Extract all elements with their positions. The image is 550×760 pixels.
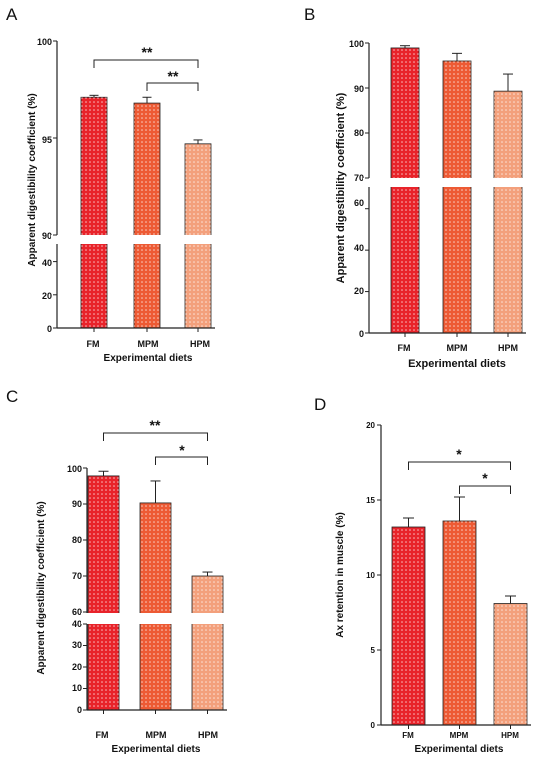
panel-d-tick-label-10: 10: [366, 571, 375, 580]
panel-d-significance-bracket-1: [408, 461, 511, 470]
panel-b-x-label-hpm: HPM: [498, 343, 518, 353]
panel-b-tick-label-20: 20: [354, 286, 364, 296]
panel-d-x-label-fm: FM: [402, 731, 414, 740]
panel-c-tick-label-30: 30: [72, 640, 82, 650]
panel-a-chart: A 100 95 90 40 20 0 FM MPM HPM Experimen…: [6, 5, 215, 364]
panel-c-bar-fm-texture: [88, 475, 119, 710]
panel-c-x-label-fm: FM: [96, 730, 109, 740]
panel-c-y-axis-title: Apparent digestibility coefficient (%): [36, 501, 47, 674]
panel-c-significance-bracket-1: [103, 432, 208, 441]
panel-a-tick-label-20: 20: [42, 291, 52, 301]
panel-c-bar-mpm-texture: [140, 502, 171, 710]
panel-c-x-axis-title: Experimental diets: [112, 744, 201, 755]
panel-b-bars: [390, 47, 523, 334]
panel-c-axis-break: [81, 613, 227, 624]
panel-b-chart: B 100 90 80 70 60 40 20 0 FM MPM HPM Exp…: [304, 5, 526, 370]
panel-b-tick-label-0: 0: [359, 329, 364, 339]
panel-d-bars: [391, 520, 528, 726]
panel-b-axis-break: [363, 178, 526, 187]
panel-c-tick-label-90: 90: [72, 499, 82, 509]
panel-d-bar-mpm-texture: [443, 521, 476, 725]
panel-c-tick-label-40: 40: [72, 619, 82, 629]
panel-c-x-label-mpm: MPM: [146, 730, 167, 740]
panel-a-letter: A: [6, 5, 18, 24]
panel-d-tick-label-15: 15: [366, 496, 375, 505]
panel-d-significance-bracket-2: [459, 485, 511, 494]
panel-a-y-axis-title: Apparent digestibility coefficient (%): [27, 93, 38, 266]
panel-a-tick-label-100: 100: [37, 37, 52, 47]
panel-b-tick-label-40: 40: [354, 243, 364, 253]
panel-a-bar-fm-texture: [81, 97, 107, 328]
panel-b-tick-label-60: 60: [354, 198, 364, 208]
panel-a-x-axis-title: Experimental diets: [104, 353, 193, 364]
panel-d-y-axis-title: Ax retention in muscle (%): [335, 512, 346, 638]
panel-b-tick-label-70: 70: [354, 173, 364, 183]
panel-b-tick-label-80: 80: [354, 128, 364, 138]
panel-d-tick-label-20: 20: [366, 421, 375, 430]
panel-a-axis-break: [51, 235, 215, 244]
panel-c-tick-label-70: 70: [72, 571, 82, 581]
panel-b-y-axis-title: Apparent digestibility coefficient (%): [335, 92, 347, 283]
panel-d-bar-hpm-texture: [494, 603, 527, 725]
panel-c-tick-label-80: 80: [72, 535, 82, 545]
panel-b-x-label-fm: FM: [398, 343, 411, 353]
panel-c-tick-label-100: 100: [67, 464, 82, 474]
panel-a-tick-label-90: 90: [42, 231, 52, 241]
panel-d-bar-fm-texture: [392, 527, 425, 725]
panel-b-bar-fm-texture: [391, 47, 419, 333]
panel-a-tick-label-95: 95: [42, 135, 52, 145]
panel-b-letter: B: [304, 5, 315, 24]
panel-b-bar-mpm-texture: [443, 61, 471, 333]
panel-a-bar-mpm-texture: [134, 103, 160, 328]
panel-a-x-label-hpm: HPM: [190, 339, 210, 349]
panel-a-significance-bracket-2: [146, 82, 199, 91]
panel-d-x-axis-title: Experimental diets: [415, 744, 504, 755]
panel-c-bar-hpm-texture: [192, 576, 223, 710]
panel-d-tick-label-0: 0: [371, 721, 376, 730]
panel-c-chart: C 100 90 80 70 60 40 30 20 10 0 FM MPM H…: [6, 387, 227, 755]
panel-c-tick-label-20: 20: [72, 662, 82, 672]
panel-d-tick-label-5: 5: [371, 646, 376, 655]
panel-a-significance-label-1: **: [142, 44, 153, 60]
panel-c-tick-label-10: 10: [72, 683, 82, 693]
panel-a-x-label-mpm: MPM: [138, 339, 159, 349]
panel-d-x-label-mpm: MPM: [450, 731, 469, 740]
panel-c-tick-label-0: 0: [77, 705, 82, 715]
panel-b-bar-hpm-texture: [494, 91, 522, 334]
panel-b-tick-label-100: 100: [349, 39, 364, 49]
panel-c-significance-bracket-2: [155, 456, 208, 465]
panel-d-letter: D: [314, 395, 326, 414]
panel-c-x-label-hpm: HPM: [198, 730, 218, 740]
panel-c-significance-label-1: **: [150, 417, 161, 433]
panel-c-letter: C: [6, 387, 18, 406]
panel-a-x-label-fm: FM: [87, 339, 100, 349]
panel-d-chart: D 20 15 10 5 0 FM MPM HPM Experimental d…: [314, 395, 531, 755]
panel-c-tick-label-60: 60: [72, 607, 82, 617]
panel-a-tick-label-0: 0: [47, 324, 52, 334]
panel-b-x-axis-title: Experimental diets: [408, 358, 506, 370]
panel-b-x-label-mpm: MPM: [447, 343, 468, 353]
panel-d-significance-label-1: *: [456, 446, 462, 462]
panel-a-tick-label-40: 40: [42, 258, 52, 268]
panel-c-bars: [87, 475, 224, 711]
panel-a-significance-bracket-1: [93, 59, 199, 68]
panel-d-significance-label-2: *: [482, 470, 488, 486]
panel-b-tick-label-90: 90: [354, 84, 364, 94]
panel-a-significance-label-2: **: [168, 68, 179, 84]
panel-c-significance-label-2: *: [179, 442, 185, 458]
panel-a-bars: [80, 96, 212, 329]
panel-d-x-label-hpm: HPM: [501, 731, 519, 740]
